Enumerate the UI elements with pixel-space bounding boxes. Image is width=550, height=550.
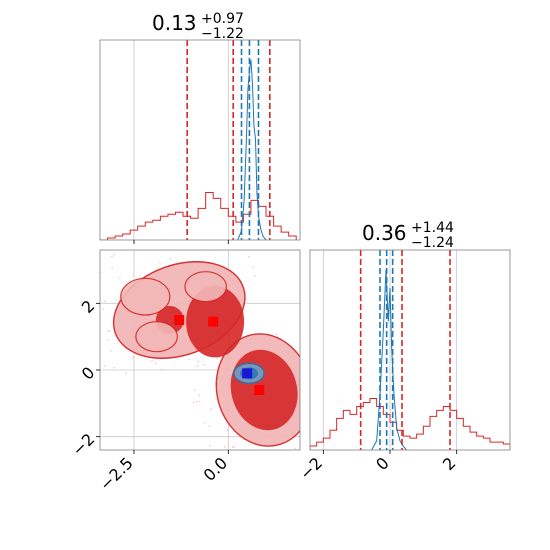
red-square-marker [254,385,265,395]
sample-point [109,329,111,332]
sample-point [332,403,334,405]
sample-point [192,401,195,404]
sample-point [151,360,153,362]
sample-point [198,394,201,397]
red-contour-lobe [135,321,178,353]
sample-point [208,425,211,427]
top-title-lower-error: −1.22 [201,26,244,42]
sample-point [107,338,110,341]
sample-point [210,407,213,410]
bottom-right-histogram-panel: −2 0 2 [296,249,511,484]
top-left-histogram-panel [99,39,301,244]
sample-point [195,400,198,403]
sample-point [226,428,229,431]
sample-point [198,400,201,403]
x-tick-label: 0.0 [200,453,231,484]
sample-point [110,350,112,352]
x-tick-label: −2 [296,453,326,483]
right-title-lower-error: −1.24 [411,235,454,251]
sample-point [102,308,105,310]
sample-point [329,395,331,397]
blue-square-marker [242,368,253,379]
plot-area [310,250,510,450]
sample-point [155,362,157,365]
density-area [100,253,337,450]
sample-point [197,360,200,363]
x-tick-label: 0 [372,453,393,474]
sample-point [275,333,278,336]
panel-frame [99,249,301,451]
y-tick-label: 2 [78,296,99,317]
sample-point [194,389,196,391]
sample-point [224,446,226,448]
sample-point [327,384,329,386]
sample-point [203,364,205,366]
sample-point [294,447,296,450]
sample-point [329,346,331,348]
sample-point [254,274,256,277]
x-tick-label: −2.5 [96,453,137,494]
red-step-histogram [310,398,510,450]
y-tick-label: −2 [68,430,98,460]
x-tick-label: 2 [439,453,460,474]
bottom-left-2d-density-panel: −2.5 0.0 −2 0 2 [68,249,337,494]
sample-point [203,422,206,424]
sample-point [111,266,114,269]
sample-point [316,432,318,434]
sample-point [107,330,109,332]
sample-point [306,389,308,391]
sample-point [188,358,190,361]
red-square-marker [208,316,219,327]
red-contour-lobe [184,271,228,303]
red-step-histogram [100,191,297,240]
sample-point [317,359,319,361]
sample-point [335,344,337,346]
sample-point [196,364,199,367]
top-title-value: 0.13 [152,11,197,35]
sample-point [327,447,329,449]
sample-point [208,444,211,447]
sample-point [103,365,106,367]
sample-point [161,368,163,371]
red-square-marker [174,315,185,325]
sample-point [159,261,161,264]
sample-point [113,253,115,256]
panel-frame [309,249,511,451]
top-panel-title: 0.13 [152,11,197,35]
sample-point [320,422,322,424]
sample-point [125,372,127,375]
sample-point [248,256,250,258]
right-title-value: 0.36 [362,221,407,245]
red-contour-lobe [120,277,171,316]
top-title-upper-error: +0.97 [201,11,244,27]
sample-point [169,257,172,260]
sample-point [232,445,235,448]
blue-narrow-histogram [237,59,267,240]
sample-point [252,266,255,268]
sample-point [119,277,121,279]
sample-point [113,366,116,369]
sample-point [103,300,106,303]
panel-frame [99,39,301,241]
sample-point [304,439,306,441]
y-tick-label: 0 [78,363,99,384]
plot-area [100,40,297,240]
sample-point [111,255,113,258]
right-panel-title: 0.36 [362,221,407,245]
sample-point [132,356,135,359]
right-title-upper-error: +1.44 [411,220,454,236]
